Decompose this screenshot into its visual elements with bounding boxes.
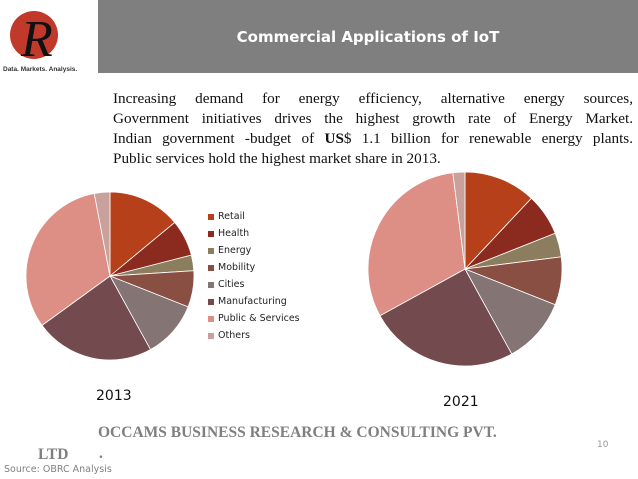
body-line-3-start: Indian government -budget of xyxy=(113,130,325,147)
year-label-2021: 2021 xyxy=(443,394,479,410)
body-line-2: Government initiatives drives the highes… xyxy=(113,110,633,127)
body-line-3-end: $ 1.1 billion for renewable energy plant… xyxy=(343,130,634,147)
legend-item: Retail xyxy=(208,208,300,225)
legend-swatch xyxy=(208,281,214,288)
pie-slice-public-services xyxy=(25,193,111,326)
legend-swatch xyxy=(208,230,214,237)
legend-swatch xyxy=(208,315,214,322)
legend-label: Energy xyxy=(218,245,252,256)
page-title: Commercial Applications of IoT xyxy=(236,28,500,46)
body-line-3-bold: US xyxy=(324,130,344,147)
legend-item: Manufacturing xyxy=(208,293,300,310)
pie-slice-public-services xyxy=(367,172,466,317)
legend-item: Energy xyxy=(208,242,300,259)
header-bar xyxy=(98,0,638,73)
footer-ltd: LTD xyxy=(38,446,69,463)
pie-charts xyxy=(25,171,563,367)
company-logo: R xyxy=(10,11,58,68)
legend-item: Cities xyxy=(208,276,300,293)
legend-swatch xyxy=(208,264,214,271)
legend-swatch xyxy=(208,247,214,254)
logo-letter: R xyxy=(20,11,53,68)
legend-label: Mobility xyxy=(218,262,256,273)
pie-chart-2013 xyxy=(25,191,195,361)
legend-item: Others xyxy=(208,327,300,344)
page-number: 10 xyxy=(597,440,609,450)
body-text: Increasing demand for energy efficiency,… xyxy=(113,89,633,169)
legend-item: Health xyxy=(208,225,300,242)
legend-label: Others xyxy=(218,330,250,341)
legend-label: Manufacturing xyxy=(218,296,287,307)
footer-company: OCCAMS BUSINESS RESEARCH & CONSULTING PV… xyxy=(98,424,497,441)
year-label-2013: 2013 xyxy=(96,388,132,404)
pie-slice-others xyxy=(452,171,466,270)
legend-item: Public & Services xyxy=(208,310,300,327)
legend-label: Health xyxy=(218,228,250,239)
legend-swatch xyxy=(208,213,214,220)
legend-label: Cities xyxy=(218,279,245,290)
source-note: Source: OBRC Analysis xyxy=(4,464,112,475)
legend-swatch xyxy=(208,332,214,339)
footer-dot: . xyxy=(99,445,103,462)
chart-legend: Retail Health Energy Mobility Cities Manufact… xyxy=(208,208,300,344)
pie-chart-2021 xyxy=(367,171,563,367)
body-line-1: Increasing demand for energy efficiency,… xyxy=(113,90,633,107)
pie-slice-retail xyxy=(109,191,176,277)
body-line-3: Indian government -budget of US$ 1.1 bil… xyxy=(113,129,633,149)
legend-item: Mobility xyxy=(208,259,300,276)
body-line-4: Public services hold the highest market … xyxy=(113,150,441,167)
legend-label: Retail xyxy=(218,211,245,222)
pie-slice-manufacturing xyxy=(379,268,513,367)
legend-swatch xyxy=(208,298,214,305)
logo-caption: Data. Markets. Analysis. xyxy=(3,66,78,73)
pie-slice-retail xyxy=(464,171,532,271)
pie-slice-others xyxy=(93,191,111,277)
legend-label: Public & Services xyxy=(218,313,300,324)
logo-circle xyxy=(10,11,58,59)
pie-slice-manufacturing xyxy=(41,275,152,361)
pie-slice-cities xyxy=(464,268,556,355)
